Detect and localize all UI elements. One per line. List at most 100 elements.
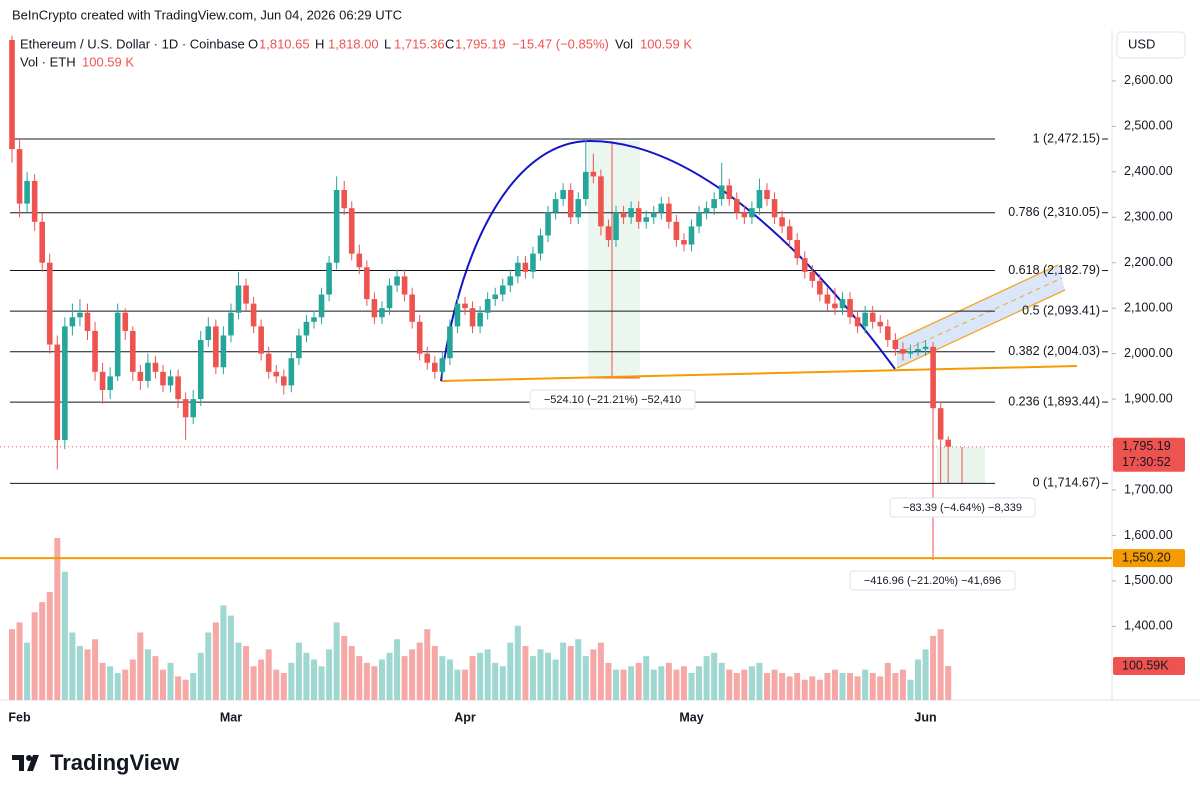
candle-body <box>718 185 725 200</box>
candle-body <box>333 190 340 263</box>
measure-label-box <box>889 497 1036 518</box>
volume-bar <box>394 639 401 700</box>
volume-bar <box>930 635 937 700</box>
volume-bar <box>816 679 823 700</box>
candle-body <box>824 294 831 304</box>
candle-body <box>394 276 400 286</box>
ohlc-value: 1,795.19 <box>455 36 506 51</box>
volume-bar <box>258 659 265 700</box>
volume-bar <box>567 646 574 700</box>
price-tag-label: 1,795.19 <box>1122 439 1171 453</box>
currency[interactable]: USD <box>1128 36 1155 51</box>
candle-body <box>258 326 264 354</box>
volume-bar <box>295 642 302 700</box>
candle-body <box>734 199 740 213</box>
volume-bar <box>726 669 733 700</box>
volume-bar <box>673 669 680 700</box>
ohlc-value: 1,715.36 <box>394 36 445 51</box>
candle-body <box>545 212 551 236</box>
ohlc-key: O <box>248 36 258 51</box>
candle-body <box>643 217 649 222</box>
logo: TradingView <box>12 750 180 775</box>
candle-body <box>809 271 816 281</box>
candle-body <box>922 346 929 350</box>
candle-body <box>235 285 242 313</box>
volume-bar <box>107 666 114 700</box>
volume-bar <box>303 652 310 700</box>
volume-bar <box>937 629 944 700</box>
vol-row-value: 100.59 K <box>82 54 134 69</box>
candle-body <box>469 308 476 327</box>
fib-label: 0.236 (1,893.44) <box>1008 394 1100 408</box>
currency-box[interactable] <box>1116 31 1186 59</box>
x-tick-label: Apr <box>454 710 476 724</box>
x-tick-label: May <box>679 710 703 724</box>
candle-body <box>907 351 914 354</box>
vol-value: 100.59 K <box>640 36 692 51</box>
volume-bar <box>137 632 144 700</box>
candle-body <box>832 303 838 309</box>
candle-body <box>250 303 257 327</box>
candle-body <box>424 353 431 363</box>
volume-bar <box>212 622 219 700</box>
candle-body <box>197 340 204 400</box>
candle-body <box>613 212 619 240</box>
candle-body <box>620 212 627 218</box>
candle-body <box>598 176 604 227</box>
volume-bar <box>582 656 589 700</box>
candle-body <box>409 294 415 322</box>
volume-bar <box>243 646 250 700</box>
volume-bar <box>16 622 23 700</box>
volume-bar <box>741 669 748 700</box>
volume-bar <box>711 652 718 700</box>
y-tick-label: 2,000.00 <box>1124 346 1173 360</box>
candle-body <box>84 312 91 331</box>
candle-body <box>583 171 589 200</box>
volume-bar <box>635 662 642 700</box>
volume-bar <box>658 666 665 700</box>
trend-line <box>440 365 1078 382</box>
volume-bar <box>424 629 431 700</box>
volume-bar <box>560 642 567 700</box>
candle-body <box>900 349 906 354</box>
candle-body <box>243 285 249 304</box>
logo-icon <box>26 755 32 761</box>
candle-body <box>741 212 748 218</box>
volume-bar <box>915 659 921 700</box>
volume-bar <box>311 659 317 700</box>
channel-line <box>896 264 1059 341</box>
volume-bar <box>703 656 710 700</box>
ohlc-value: 1,818.00 <box>328 36 379 51</box>
volume-bar <box>39 602 46 700</box>
volume-bar <box>484 649 491 700</box>
price-tag <box>1113 437 1185 472</box>
volume-bar <box>175 676 182 700</box>
volume-bar <box>318 666 325 700</box>
volume-bar <box>333 622 340 700</box>
volume-bar <box>877 676 884 700</box>
candle-body <box>877 321 884 327</box>
volume-bar <box>122 669 129 700</box>
volume-bar <box>144 649 151 700</box>
candle-body <box>145 362 151 381</box>
volume-bar <box>378 659 385 700</box>
candle-body <box>703 208 710 213</box>
volume-bar <box>288 662 295 700</box>
volume-bar <box>839 673 846 700</box>
candle-body <box>477 312 483 327</box>
candle-body <box>447 326 453 359</box>
volume-bar <box>61 571 68 700</box>
volume-bar <box>801 679 808 700</box>
candle-body <box>432 362 438 372</box>
volume-bar <box>809 676 816 700</box>
credit: BeInCrypto created with TradingView.com,… <box>12 7 402 22</box>
volume-bar <box>794 673 801 700</box>
candle-body <box>817 280 823 295</box>
volume-bar <box>182 679 189 700</box>
volume-bar <box>167 662 174 700</box>
volume-bar <box>220 605 227 700</box>
volume-bar <box>69 632 76 700</box>
candle-body <box>673 221 680 240</box>
candle-body <box>273 371 280 377</box>
